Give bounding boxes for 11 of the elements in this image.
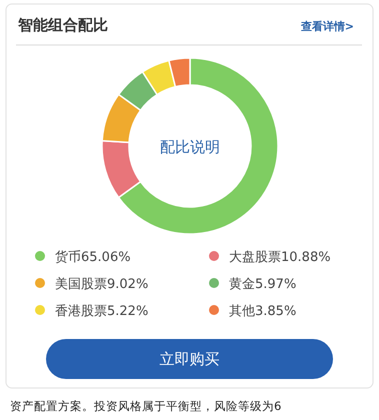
legend-label: 黄金5.97% — [229, 277, 296, 292]
legend-label: 美国股票9.02% — [55, 276, 148, 292]
text: 查看详情> — [300, 20, 354, 33]
text: 配比说明 — [160, 138, 220, 156]
legend-label: 大盘股票10.88% — [229, 250, 331, 265]
legend-label: 香港股票5.22% — [55, 304, 148, 319]
text: 资产配置方案。投资风格属于平衡型，风险等级为6 — [10, 399, 282, 413]
legend-label: 货币65.06% — [55, 250, 131, 265]
text: 立即购买 — [160, 350, 220, 368]
chart-title: 智能组合配比 — [17, 16, 108, 34]
legend-label: 其他3.85% — [229, 304, 296, 319]
